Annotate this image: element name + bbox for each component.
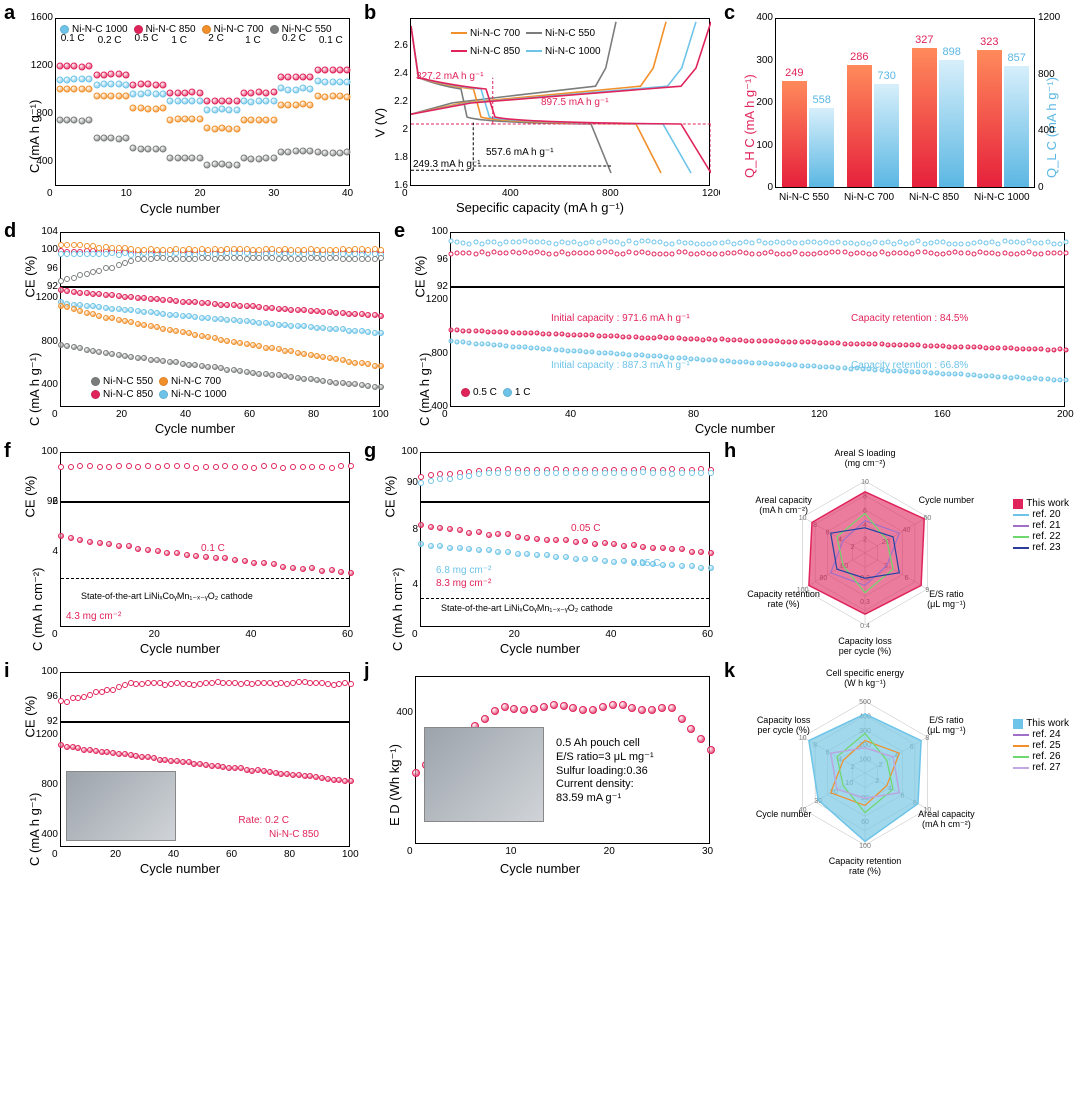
b-ann-2: 897.5 mA h g⁻¹ (541, 97, 609, 108)
g-xlabel: Cycle number (500, 641, 580, 656)
i-ann-sample: Ni-N-C 850 (269, 829, 319, 840)
b-legend: Ni-N-C 700Ni-N-C 550Ni-N-C 850Ni-N-C 100… (451, 21, 607, 57)
f-ann-load: 4.3 mg cm⁻² (66, 611, 121, 622)
panel-label-e: e (394, 220, 405, 243)
panel-label-f: f (4, 440, 11, 463)
b-plot: Ni-N-C 700Ni-N-C 550Ni-N-C 850Ni-N-C 100… (410, 18, 710, 186)
svg-text:500: 500 (859, 699, 871, 706)
i-plot-top (60, 672, 350, 722)
i-photo-inset (66, 771, 176, 841)
g-ann-l2: 8.3 mg cm⁻² (436, 578, 491, 589)
svg-text:0.4: 0.4 (860, 623, 870, 630)
i-ylabel-bot: C (mA h g⁻¹) (27, 736, 43, 866)
panel-h: h 2468102040603690.20.30.46080100246810 … (720, 438, 1080, 658)
g-plot-bot: 0.05 C 0.05 C 6.8 mg cm⁻² 8.3 mg cm⁻² St… (420, 502, 710, 627)
g-plot-top (420, 452, 710, 502)
panel-label-j: j (364, 660, 370, 683)
d-legend: Ni-N-C 550Ni-N-C 700Ni-N-C 850Ni-N-C 100… (91, 376, 233, 402)
b-xlabel: Sepecific capacity (mA h g⁻¹) (456, 200, 624, 216)
panel-a: a C (mA h g⁻¹) Cycle number Ni-N-C 1000N… (0, 0, 360, 218)
j-ann-l5: 83.59 mA g⁻¹ (556, 792, 654, 806)
e-ann-3: Initial capacity : 887.3 mA h g⁻¹ (551, 360, 690, 371)
panel-d: d CE (%) C (mA h g⁻¹) Cycle number Ni-N-… (0, 218, 390, 438)
g-dashed-line (421, 598, 709, 599)
j-ann: 0.5 Ah pouch cell E/S ratio=3 μL mg⁻¹ Su… (556, 737, 654, 806)
f-ann-ref: State-of-the-art LiNiₓCoᵧMn₁₋ₓ₋ᵧO₂ catho… (81, 591, 253, 602)
e-ann-1: Initial capacity : 971.6 mA h g⁻¹ (551, 313, 690, 324)
f-plot-top (60, 452, 350, 502)
j-photo-inset (424, 727, 544, 822)
b-ann-3: 557.6 mA h g⁻¹ (486, 147, 554, 158)
svg-text:100: 100 (859, 843, 871, 850)
f-dashed-line (61, 578, 349, 579)
g-ann-ref: State-of-the-art LiNiₓCoᵧMn₁₋ₓ₋ᵧO₂ catho… (441, 603, 613, 614)
e-plot-bot: Initial capacity : 971.6 mA h g⁻¹ Capaci… (450, 287, 1065, 407)
e-ann-2: Capacity retention : 84.5% (851, 313, 968, 324)
h-legend: This workref. 20ref. 21ref. 22ref. 23 (1013, 498, 1075, 553)
i-xlabel: Cycle number (140, 861, 220, 876)
panel-k: k 10020030040050024682468102060100102030… (720, 658, 1080, 878)
panel-i: i CE (%) C (mA h g⁻¹) Cycle number Rate:… (0, 658, 360, 878)
e-ann-4: Capacity retention : 66.8% (851, 360, 968, 371)
panel-j: j E D (Wh kg⁻¹) Cycle number 0.5 Ah pouc… (360, 658, 720, 878)
panel-label-i: i (4, 660, 10, 683)
svg-text:10: 10 (799, 735, 807, 742)
d-plot-top (60, 232, 380, 287)
panel-f: f CE (%) C (mA h cm⁻²) Cycle number 0.1 … (0, 438, 360, 658)
panel-label-a: a (4, 2, 15, 25)
j-ann-l2: E/S ratio=3 μL mg⁻¹ (556, 751, 654, 765)
f-ann-rate: 0.1 C (201, 543, 225, 554)
panel-b: b V (V) Sepecific capacity (mA h g⁻¹) Ni… (360, 0, 720, 218)
i-ann-rate: Rate: 0.2 C (238, 815, 289, 826)
j-ann-l4: Current density: (556, 778, 654, 792)
d-plot-bot: Ni-N-C 550Ni-N-C 700Ni-N-C 850Ni-N-C 100… (60, 287, 380, 407)
g-ann-r2: 0.05 C (631, 558, 660, 569)
svg-text:10: 10 (799, 515, 807, 522)
k-legend: This workref. 24ref. 25ref. 26ref. 27 (1013, 718, 1075, 773)
j-xlabel: Cycle number (500, 861, 580, 876)
i-plot-bot: Rate: 0.2 C Ni-N-C 850 (60, 722, 350, 847)
svg-text:8: 8 (925, 735, 929, 742)
j-ann-l1: 0.5 Ah pouch cell (556, 737, 654, 751)
c-plot: 249558286730327898323857 (775, 18, 1035, 188)
d-ylabel-bot: C (mA h g⁻¹) (27, 296, 43, 426)
j-plot: 0.5 Ah pouch cell E/S ratio=3 μL mg⁻¹ Su… (415, 676, 710, 844)
panel-label-d: d (4, 220, 16, 243)
panel-e: e CE (%) C (mA h g⁻¹) Cycle number Initi… (390, 218, 1080, 438)
panel-label-b: b (364, 2, 376, 25)
a-plot: Ni-N-C 1000Ni-N-C 850Ni-N-C 700Ni-N-C 55… (55, 18, 350, 186)
panel-c: c Q_H C (mA h g⁻¹) Q_L C (mA h g⁻¹) 2495… (720, 0, 1080, 218)
e-plot-top (450, 232, 1065, 287)
e-legend: 0.5 C1 C (461, 384, 536, 402)
panel-label-c: c (724, 2, 735, 25)
f-plot-bot: 0.1 C State-of-the-art LiNiₓCoᵧMn₁₋ₓ₋ᵧO₂… (60, 502, 350, 627)
f-ylabel-top: CE (%) (23, 458, 38, 518)
b-ann-1: 327.2 mA h g⁻¹ (416, 71, 484, 82)
j-ylabel: E D (Wh kg⁻¹) (387, 706, 403, 826)
j-ann-l3: Sulfur loading:0.36 (556, 765, 654, 779)
panel-g: g CE (%) C (mA h cm⁻²) Cycle number 0.05… (360, 438, 720, 658)
svg-text:10: 10 (861, 479, 869, 486)
c-ylabel-r: Q_L C (mA h g⁻¹) (1044, 38, 1060, 178)
panel-label-g: g (364, 440, 376, 463)
d-xlabel: Cycle number (155, 421, 235, 436)
a-xlabel: Cycle number (140, 201, 220, 216)
f-xlabel: Cycle number (140, 641, 220, 656)
b-ann-4: 249.3 mA h g⁻¹ (413, 159, 481, 170)
g-ann-r1: 0.05 C (571, 523, 600, 534)
e-xlabel: Cycle number (695, 421, 775, 436)
c-bars: 249558286730327898323857 (776, 19, 1034, 187)
f-ylabel-bot: C (mA h cm⁻²) (30, 511, 46, 651)
g-ann-l1: 6.8 mg cm⁻² (436, 565, 491, 576)
